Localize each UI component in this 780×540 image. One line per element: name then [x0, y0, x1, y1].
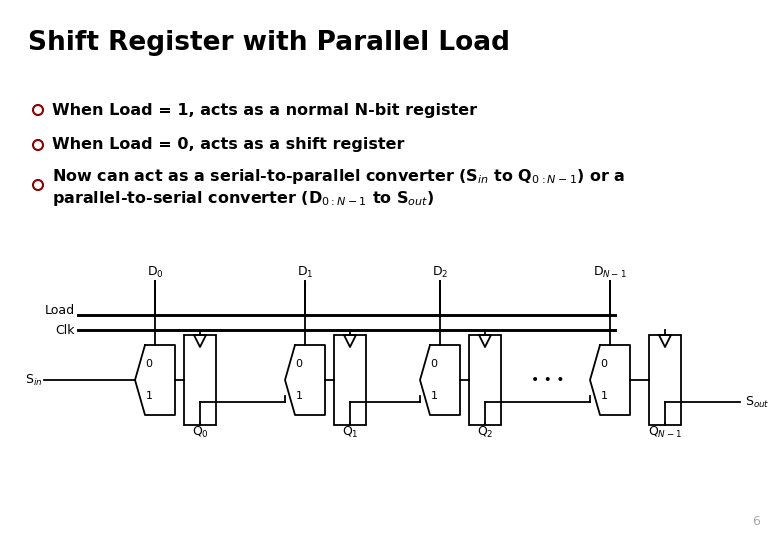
Text: 0: 0 [601, 359, 608, 369]
Text: Clk: Clk [55, 323, 75, 336]
Text: Q$_{1}$: Q$_{1}$ [342, 425, 358, 440]
Bar [334, 335, 366, 425]
Text: 0: 0 [296, 359, 303, 369]
Text: S$_{out}$: S$_{out}$ [745, 394, 770, 409]
Text: D$_{1}$: D$_{1}$ [296, 265, 314, 280]
Text: 1: 1 [296, 391, 303, 401]
Text: Load: Load [45, 303, 75, 316]
Text: Shift Register with Parallel Load: Shift Register with Parallel Load [28, 30, 510, 56]
Bar [184, 335, 216, 425]
Text: 1: 1 [431, 391, 438, 401]
Text: When Load = 0, acts as a shift register: When Load = 0, acts as a shift register [52, 138, 405, 152]
Text: 0: 0 [146, 359, 153, 369]
Text: D$_{N-1}$: D$_{N-1}$ [593, 265, 627, 280]
Text: S$_{in}$: S$_{in}$ [24, 373, 42, 388]
Bar [649, 335, 681, 425]
Text: D$_{0}$: D$_{0}$ [147, 265, 163, 280]
Text: 0: 0 [431, 359, 438, 369]
Text: 1: 1 [146, 391, 153, 401]
Text: Q$_{2}$: Q$_{2}$ [477, 425, 493, 440]
Text: D$_{2}$: D$_{2}$ [432, 265, 448, 280]
Text: When Load = 1, acts as a normal N-bit register: When Load = 1, acts as a normal N-bit re… [52, 103, 477, 118]
Text: Q$_{N-1}$: Q$_{N-1}$ [648, 425, 682, 440]
Text: 1: 1 [601, 391, 608, 401]
Text: • • •: • • • [530, 373, 564, 387]
Text: parallel-to-serial converter (D$_{0:N-1}$ to S$_{out}$): parallel-to-serial converter (D$_{0:N-1}… [52, 188, 434, 207]
Bar [469, 335, 501, 425]
Text: 6: 6 [752, 515, 760, 528]
Text: Q$_{0}$: Q$_{0}$ [192, 425, 208, 440]
Text: Now can act as a serial-to-parallel converter (S$_{in}$ to Q$_{0:N-1}$) or a: Now can act as a serial-to-parallel conv… [52, 166, 626, 186]
